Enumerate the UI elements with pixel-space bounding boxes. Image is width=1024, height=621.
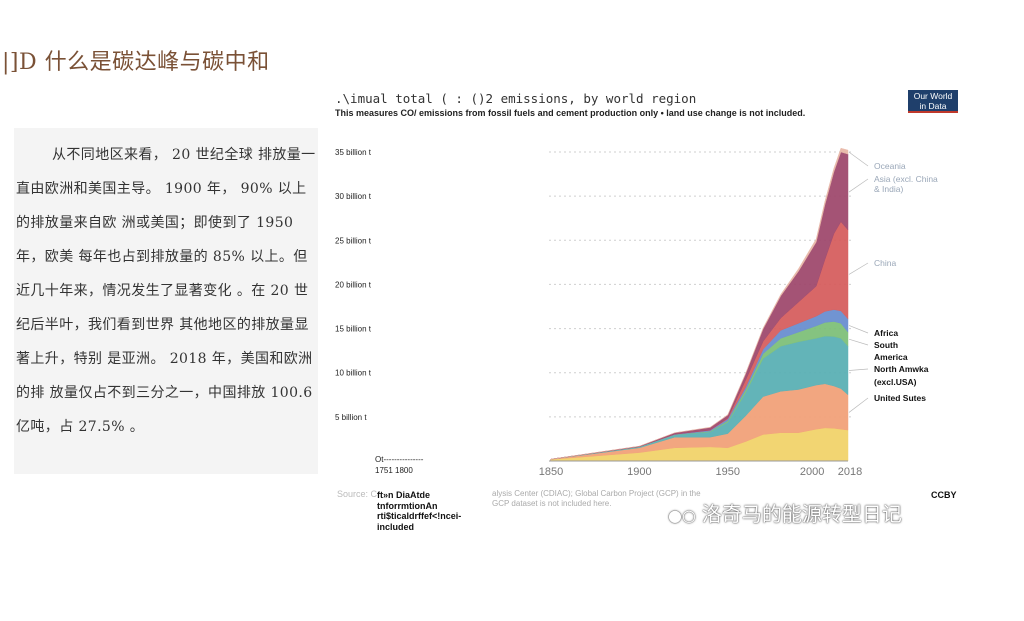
legend-connector <box>848 151 869 167</box>
legend-connector <box>848 338 869 346</box>
legend-connector <box>848 262 869 275</box>
note-overlay-text: ft»n DiaAtde tnforrmtionAn rti$ticaldrff… <box>377 490 489 532</box>
legend-label: South <box>874 340 898 350</box>
legend-label: North Amwka <box>874 364 929 374</box>
logo-line-1: Our World <box>913 91 953 101</box>
legend-label: Africa <box>874 328 898 338</box>
legend-label: Asia (excl. China <box>874 174 938 184</box>
legend-label: China <box>874 258 896 268</box>
x-tick-label: 1850 <box>539 466 563 478</box>
logo-line-2: in Data <box>919 101 947 111</box>
watermark: ●○ 洛奇马的能源转型日记 <box>668 498 902 527</box>
legend-label: (excl.USA) <box>874 377 917 387</box>
area-oceania <box>548 147 849 462</box>
y-tick-label: 25 billion t <box>335 236 372 245</box>
y-tick-label: 5 billion t <box>335 413 367 422</box>
legend-label: Oceania <box>874 161 906 171</box>
chart-title: .\imual total ( : ()2 emissions, by worl… <box>335 91 697 106</box>
y-tick-label: 35 billion t <box>335 148 372 157</box>
wechat-icon: ●○ <box>668 506 696 525</box>
text-panel <box>14 128 318 474</box>
y-tick-label: 10 billion t <box>335 369 372 378</box>
chart-subtitle: This measures CO/ emissions from fossil … <box>335 108 806 118</box>
watermark-text: 洛奇马的能源转型日记 <box>701 502 902 526</box>
legend-label: America <box>874 352 908 362</box>
legend-connector <box>848 325 869 334</box>
x-tick-label: 1900 <box>627 466 651 478</box>
slide-title: |]D 什么是碳达峰与碳中和 <box>2 50 270 75</box>
y-tick-label: 15 billion t <box>335 325 372 334</box>
y-tick-label: 20 billion t <box>335 280 372 289</box>
license-label[interactable]: CCBY <box>931 490 957 500</box>
x-axis-start-years: 1751 1800 <box>375 466 413 475</box>
body-paragraph: 从不同地区来看， 20 世纪全球 排放量一直由欧洲和美国主导。 1900 年， … <box>16 147 316 435</box>
x-axis-start-marker: Ot--------------- <box>375 455 424 464</box>
legend-label: United Sutes <box>874 393 926 403</box>
x-tick-label: 2018 <box>838 466 862 478</box>
legend-label: & India) <box>874 184 903 194</box>
legend-connector <box>848 178 869 193</box>
legend-connector <box>848 368 869 371</box>
legend-connector <box>848 397 869 413</box>
x-tick-label: 1950 <box>716 466 740 478</box>
source-text-mid: alysis Center (CDIAC); Global Carbon Pro… <box>492 489 701 508</box>
y-tick-label: 30 billion t <box>335 192 372 201</box>
owid-logo[interactable]: Our World in Data <box>908 90 958 113</box>
x-tick-label: 2000 <box>800 466 824 478</box>
